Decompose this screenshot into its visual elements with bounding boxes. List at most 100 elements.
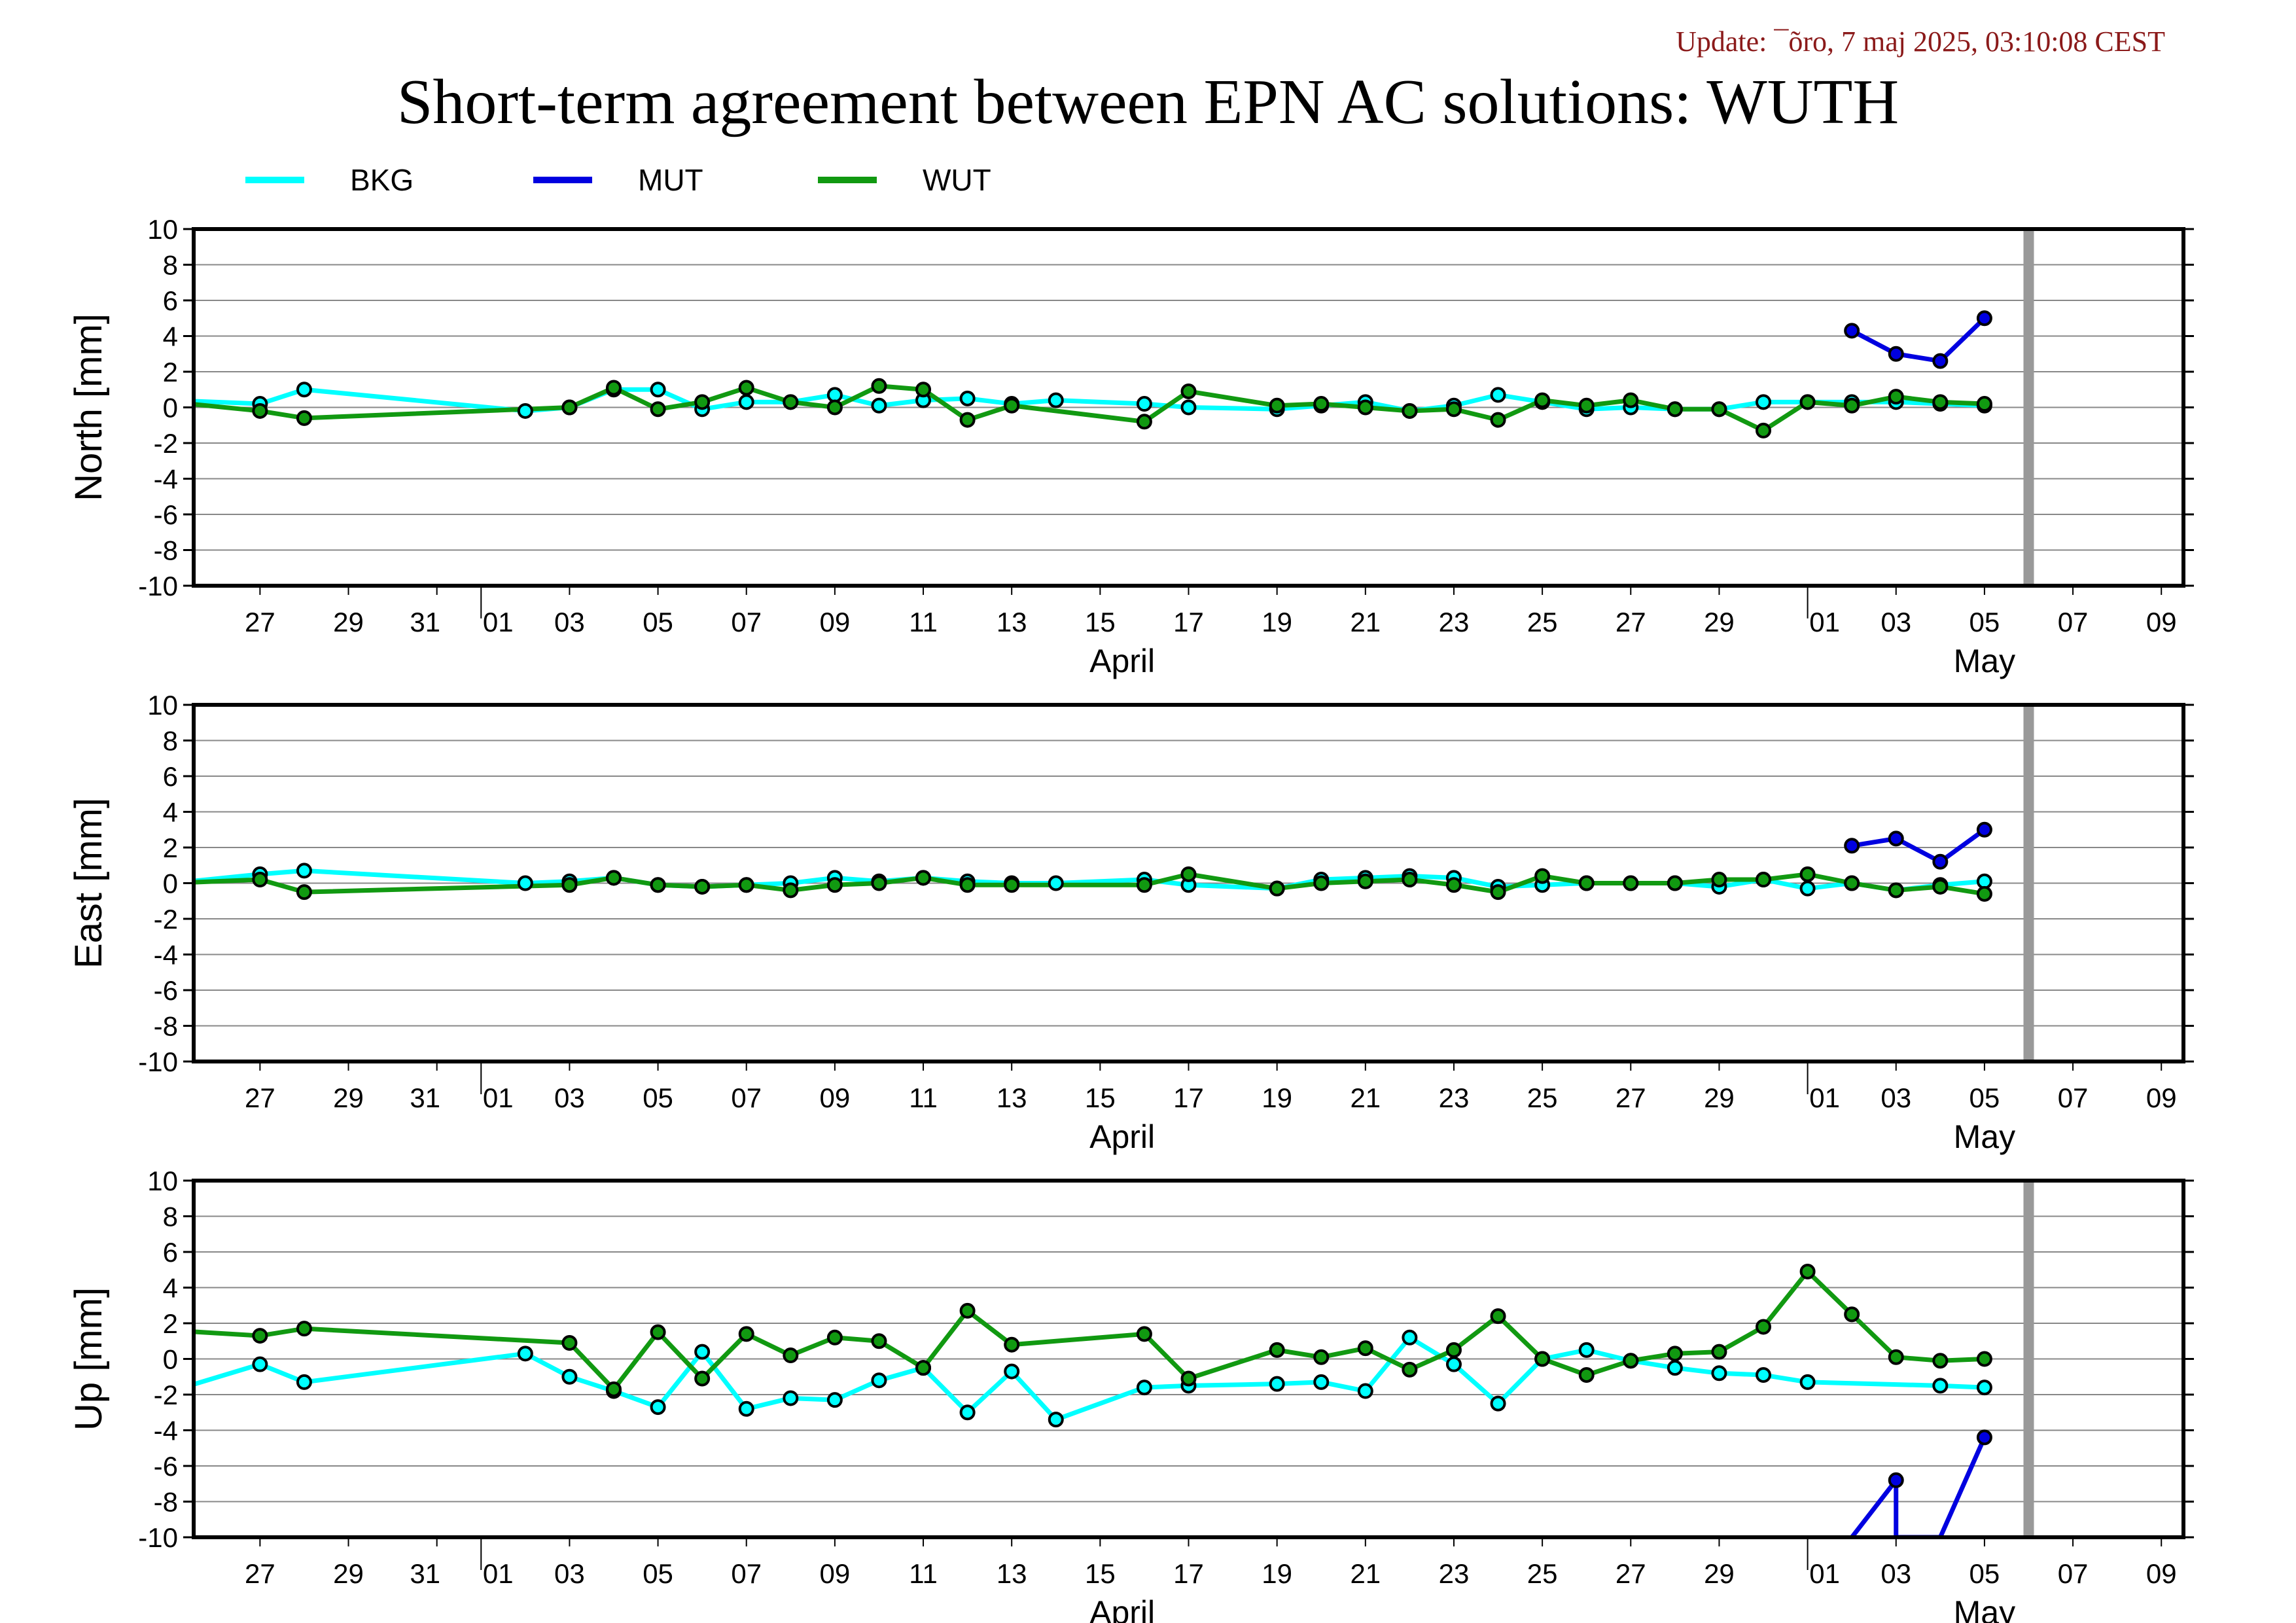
data-point-wut — [1445, 1342, 1462, 1358]
x-tick-label: 21 — [1350, 1558, 1381, 1589]
x-tick-label: 19 — [1262, 1558, 1292, 1589]
data-point-wut — [1313, 396, 1330, 412]
data-point-wut — [1445, 401, 1462, 418]
x-tick-label: 01 — [483, 1082, 514, 1113]
month-label-april: April — [1089, 643, 1155, 679]
data-point-wut — [1490, 884, 1506, 901]
legend-item-mut: MUT — [533, 157, 703, 203]
month-label-april: April — [1089, 1118, 1155, 1155]
x-tick-label: 29 — [1704, 1558, 1735, 1589]
x-tick-label: 09 — [2146, 607, 2177, 637]
y-tick-label: -2 — [154, 904, 178, 935]
data-point-wut — [1534, 1351, 1551, 1367]
data-point-mut — [1888, 830, 1904, 847]
data-point-wut — [826, 877, 843, 893]
data-point-wut — [1136, 877, 1152, 893]
data-point-mut — [1932, 353, 1949, 369]
month-label-april: April — [1089, 1594, 1155, 1623]
series-group — [194, 310, 1992, 438]
data-point-wut — [1667, 1346, 1683, 1362]
legend-item-bkg: BKG — [245, 157, 414, 203]
series-line-mut — [1850, 1436, 1987, 1537]
data-point-bkg — [1313, 1374, 1330, 1390]
x-tick-label: 25 — [1527, 1082, 1558, 1113]
data-point-wut — [1180, 866, 1197, 882]
data-point-wut — [959, 1302, 976, 1319]
today-marker — [2023, 229, 2034, 586]
y-tick-label: 6 — [163, 761, 178, 792]
x-tick-label: 05 — [1969, 1558, 2000, 1589]
data-point-wut — [1490, 1308, 1506, 1325]
data-point-bkg — [1445, 1356, 1462, 1372]
x-tick-label: 23 — [1439, 607, 1470, 637]
x-tick-label: 13 — [997, 607, 1027, 637]
data-point-bkg — [959, 1404, 976, 1421]
data-point-wut — [1313, 875, 1330, 891]
y-tick-label: 4 — [163, 797, 178, 828]
y-tick-label: 2 — [163, 357, 178, 387]
y-tick-label: -6 — [154, 1451, 178, 1482]
x-tick-label: 11 — [909, 1558, 938, 1589]
legend-label-wut: WUT — [923, 163, 991, 197]
month-label-may: May — [1954, 643, 2015, 679]
data-point-bkg — [517, 875, 533, 891]
y-tick-label: 4 — [163, 1273, 178, 1304]
y-tick-label: 10 — [147, 690, 178, 721]
data-point-wut — [1844, 397, 1860, 414]
data-point-bkg — [296, 863, 312, 879]
data-point-wut — [959, 412, 976, 428]
data-point-wut — [561, 1334, 578, 1351]
data-point-bkg — [650, 382, 666, 398]
y-tick-label: 6 — [163, 285, 178, 316]
y-tick-label: 0 — [163, 1344, 178, 1375]
data-point-wut — [1976, 885, 1992, 902]
x-tick-label: 07 — [2058, 607, 2089, 637]
y-axis-label: East [mm] — [67, 798, 110, 969]
data-point-mut — [1976, 821, 1992, 838]
y-tick-label: 0 — [163, 393, 178, 423]
data-point-wut — [1711, 1344, 1727, 1360]
x-tick-label: 09 — [2146, 1558, 2177, 1589]
data-point-bkg — [1269, 1376, 1285, 1392]
y-tick-label: 4 — [163, 321, 178, 352]
data-point-wut — [1136, 1326, 1152, 1342]
y-tick-label: 2 — [163, 1308, 178, 1339]
panel-2: 10 8 6 4 2 0 -2 -4 -6 -8 -10 27 29 31 01 03 05 07 09 11 13 15… — [67, 690, 2194, 1155]
data-point-wut — [650, 401, 666, 418]
data-point-wut — [1888, 882, 1904, 899]
x-tick-label: 29 — [1704, 1082, 1735, 1113]
data-point-bkg — [1490, 387, 1506, 403]
y-tick-label: -8 — [154, 1011, 178, 1042]
x-tick-label: 05 — [643, 1082, 673, 1113]
data-point-bkg — [1490, 1395, 1506, 1412]
data-point-bkg — [296, 382, 312, 398]
data-point-wut — [738, 1326, 754, 1342]
data-point-wut — [1711, 872, 1727, 888]
x-tick-label: 09 — [2146, 1082, 2177, 1113]
x-tick-label: 29 — [333, 1082, 364, 1113]
x-tick-label: 27 — [1616, 1082, 1646, 1113]
data-point-wut — [738, 380, 754, 396]
data-point-wut — [826, 1329, 843, 1346]
x-tick-label: 19 — [1262, 1082, 1292, 1113]
y-tick-label: 6 — [163, 1237, 178, 1268]
legend: BKG MUT WUT — [0, 157, 2296, 203]
data-point-wut — [605, 870, 622, 886]
data-point-bkg — [1756, 394, 1772, 410]
x-tick-label: 09 — [820, 1082, 851, 1113]
data-point-wut — [1357, 399, 1373, 416]
y-axis-label: North [mm] — [67, 313, 110, 501]
data-point-wut — [1976, 396, 1992, 412]
data-point-wut — [1623, 392, 1639, 408]
data-point-wut — [1932, 1353, 1949, 1369]
data-point-wut — [1313, 1349, 1330, 1365]
data-point-bkg — [694, 1344, 711, 1360]
y-tick-label: -4 — [154, 1416, 178, 1446]
data-point-wut — [826, 399, 843, 416]
data-point-wut — [738, 877, 754, 893]
x-tick-label: 07 — [731, 607, 762, 637]
today-marker — [2023, 705, 2034, 1061]
x-tick-label: 03 — [1881, 1082, 1911, 1113]
data-point-wut — [694, 878, 711, 895]
